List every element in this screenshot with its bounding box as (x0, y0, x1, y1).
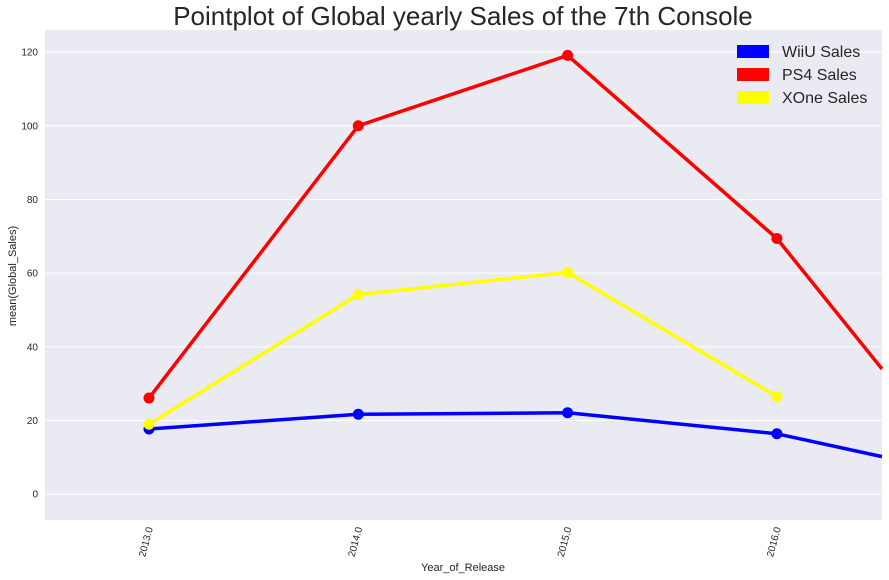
legend-label-ps4-sales: PS4 Sales (782, 67, 857, 84)
legend-swatch-wiiu-sales (737, 45, 769, 58)
y-tick-label-120: 120 (21, 48, 38, 59)
point-wiiu-sales-2015.0 (562, 407, 574, 419)
y-tick-label-20: 20 (27, 416, 39, 427)
x-tick-label-2013.0: 2013.0 (137, 526, 156, 559)
y-tick-label-60: 60 (27, 269, 39, 280)
y-tick-label-40: 40 (27, 342, 39, 353)
point-xone-sales-2016.0 (771, 391, 783, 403)
point-wiiu-sales-2016.0 (771, 428, 783, 440)
series-layer (143, 49, 884, 459)
point-wiiu-sales-2014.0 (352, 408, 364, 420)
legend-label-wiiu-sales: WiiU Sales (782, 44, 860, 61)
x-axis-label: Year_of_Release (421, 562, 505, 574)
legend-label-xone-sales: XOne Sales (782, 90, 867, 107)
legend-swatch-ps4-sales (737, 68, 769, 81)
y-tick-label-0: 0 (32, 490, 38, 501)
point-ps4-sales-2015.0 (562, 49, 574, 61)
y-tick-labels: 0 20 40 60 80 100 120 (21, 48, 38, 501)
point-xone-sales-2013.0 (143, 418, 155, 430)
x-tick-label-2014.0: 2014.0 (347, 526, 366, 559)
plot-background (45, 30, 882, 520)
point-ps4-sales-2013.0 (143, 392, 155, 404)
chart-title: Pointplot of Global yearly Sales of the … (173, 1, 753, 31)
point-ps4-sales-2014.0 (352, 120, 364, 132)
y-tick-label-80: 80 (27, 195, 39, 206)
x-tick-label-2015.0: 2015.0 (556, 526, 575, 559)
y-tick-label-100: 100 (21, 121, 38, 132)
x-tick-labels: 2013.0 2014.0 2015.0 2016.0 (137, 526, 784, 559)
y-axis-label: mean(Global_Sales) (7, 226, 19, 326)
series-line-xone-sales (148, 270, 778, 426)
point-xone-sales-2014.0 (352, 289, 364, 301)
x-tick-label-2016.0: 2016.0 (765, 526, 784, 559)
legend: WiiU Sales PS4 Sales XOne Sales (737, 44, 867, 107)
legend-swatch-xone-sales (737, 91, 769, 104)
point-xone-sales-2015.0 (562, 266, 574, 278)
point-ps4-sales-2016.0 (771, 233, 783, 245)
